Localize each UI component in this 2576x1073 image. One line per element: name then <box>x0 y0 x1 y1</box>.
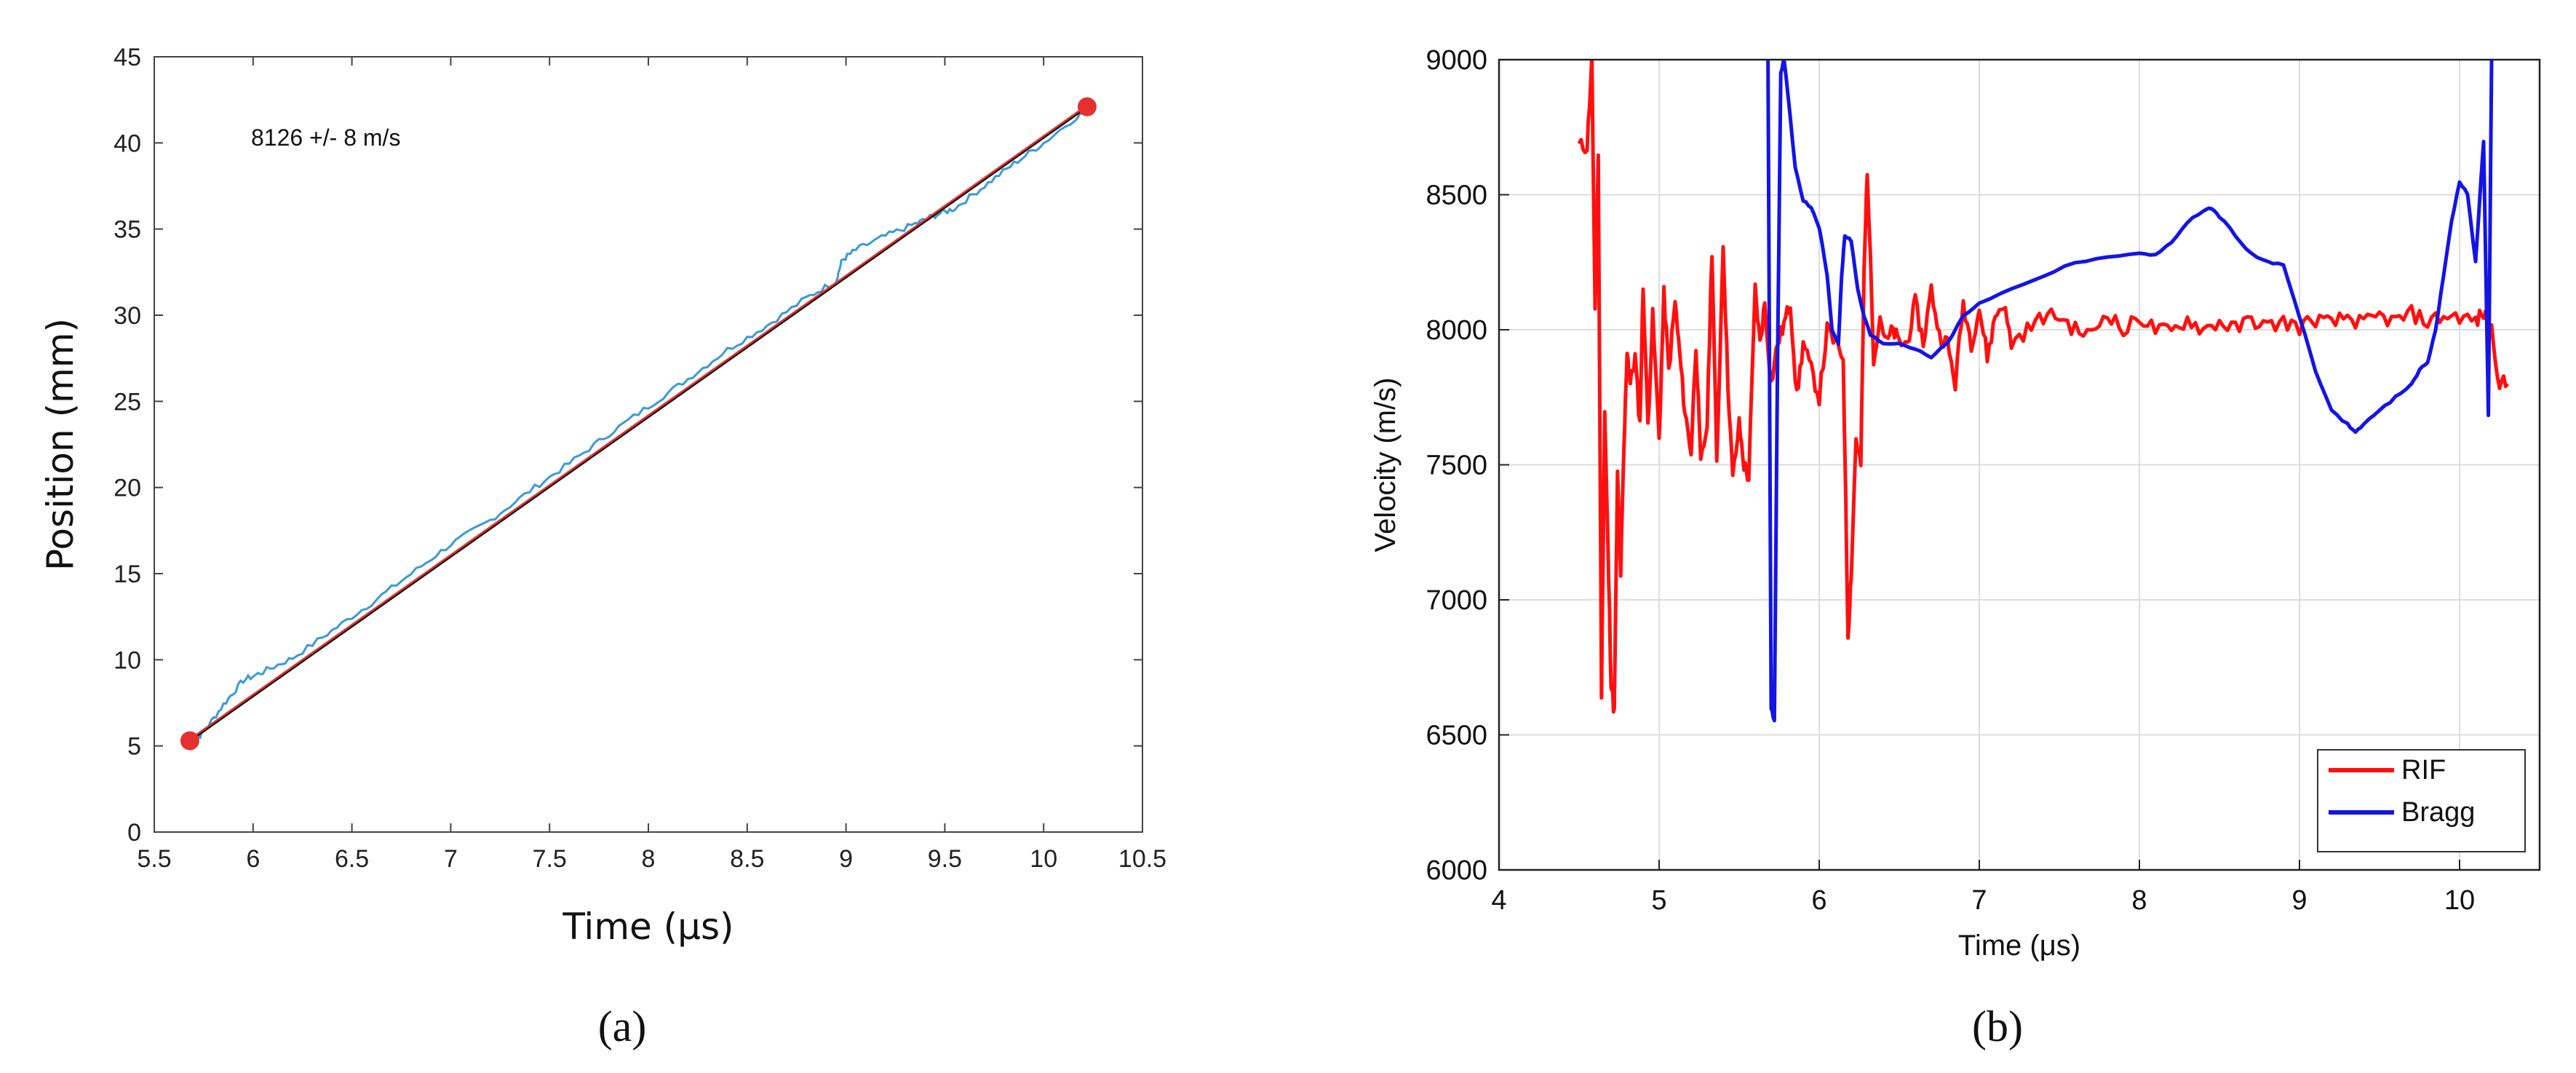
y-tick-label: 7000 <box>1426 585 1487 616</box>
x-tick-label: 8 <box>2131 885 2147 916</box>
legend-label-rif: RIF <box>2401 755 2446 785</box>
x-tick-label: 10.5 <box>1118 845 1166 873</box>
legend-box <box>2317 749 2526 852</box>
series-line-rif <box>1577 60 2510 714</box>
x-tick-label: 10 <box>1030 845 1057 873</box>
y-tick-label: 8500 <box>1426 181 1487 211</box>
plot-frame <box>154 56 1143 833</box>
fit-line-red <box>189 104 1088 740</box>
legend: RIF Bragg <box>2317 749 2526 852</box>
y-tick-label: 6000 <box>1426 855 1487 886</box>
x-tick-label: 9 <box>2291 885 2307 916</box>
x-tick-label: 5 <box>1651 885 1666 916</box>
fit-line-black <box>188 106 1088 742</box>
x-tick-label: 9.5 <box>928 845 962 873</box>
x-axis-label: Time (μs) <box>562 906 734 948</box>
velocity-annotation: 8126 +/- 8 m/s <box>251 124 400 151</box>
panel-a-caption: (a) <box>598 1002 647 1050</box>
x-tick-label: 7.5 <box>533 845 567 873</box>
x-tick-label: 5.5 <box>137 845 171 873</box>
x-tick-label: 7 <box>444 845 458 873</box>
x-tick-label: 8.5 <box>730 845 764 873</box>
x-tick-label: 10 <box>2444 885 2475 916</box>
y-tick-label: 7500 <box>1426 451 1487 481</box>
y-axis-label: Velocity (m/s) <box>1370 377 1402 552</box>
panel-a-position-chart: 5.5 6 6.5 7 7.5 8 8.5 9 9.5 10 10.5 0 5 10 15 20 25 30 35 4… <box>39 44 1166 948</box>
panel-b-velocity-chart: 4 5 6 7 8 9 10 6000 6500 7000 7500 8000 8500 9000 Time… <box>1370 45 2541 962</box>
y-tick-label: 5 <box>127 733 141 761</box>
y-tick-label: 40 <box>114 130 141 157</box>
panel-b-caption: (b) <box>1972 1002 2023 1050</box>
x-tick-label: 9 <box>839 845 853 873</box>
y-tick-label: 9000 <box>1426 45 1487 76</box>
y-tick-label: 0 <box>127 819 141 847</box>
x-tick-label: 6 <box>246 845 260 873</box>
x-tick-label: 6 <box>1811 885 1826 916</box>
position-trace-line <box>188 107 1088 745</box>
y-tick-label: 45 <box>114 44 141 71</box>
y-tick-label: 15 <box>114 561 141 588</box>
y-tick-label: 30 <box>114 302 141 330</box>
x-axis-label: Time (μs) <box>1958 930 2080 962</box>
x-tick-label: 7 <box>1971 885 1987 916</box>
x-tick-label: 4 <box>1491 885 1506 916</box>
y-tick-label: 20 <box>114 475 141 502</box>
y-tick-label: 35 <box>114 216 141 244</box>
y-axis-label: Position (mm) <box>39 318 82 571</box>
start-point-marker <box>180 731 199 751</box>
y-tick-label: 8000 <box>1426 315 1487 346</box>
end-point-marker <box>1077 97 1097 116</box>
x-tick-label: 8 <box>642 845 656 873</box>
series-line-bragg <box>1766 60 2494 723</box>
y-tick-label: 6500 <box>1426 721 1487 751</box>
x-tick-label: 6.5 <box>335 845 369 873</box>
y-tick-label: 10 <box>114 646 141 674</box>
y-tick-label: 25 <box>114 388 141 416</box>
legend-label-bragg: Bragg <box>2401 797 2475 828</box>
